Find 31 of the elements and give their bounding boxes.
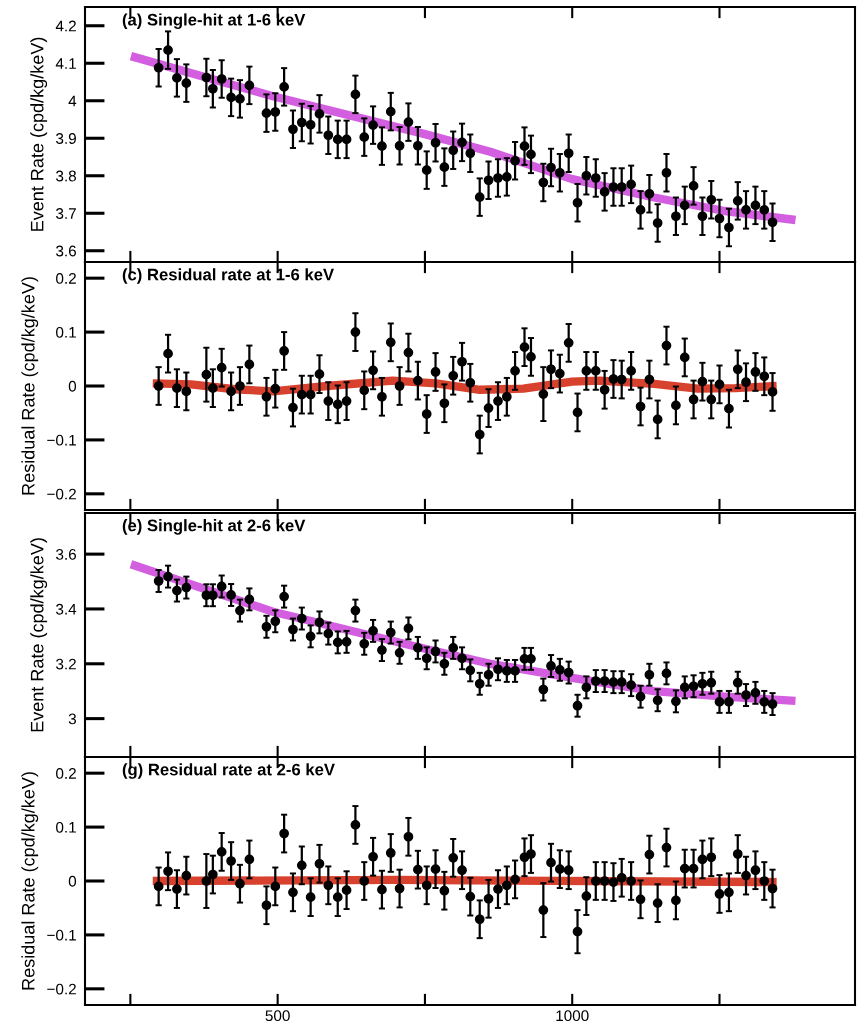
y-tick-label: 3.9 xyxy=(56,133,76,144)
y-tick-label: 4.1 xyxy=(55,58,76,69)
y-tick-label: 0.2 xyxy=(56,273,76,284)
y-tick-label: 3.8 xyxy=(56,170,76,182)
y-axis-title: Residual Rate (cpd/kg/keV) xyxy=(21,772,39,990)
chart-title: (a) Single-hit at 1-6 keV xyxy=(122,13,306,29)
y-tick-label: 0 xyxy=(68,380,77,392)
y-tick-label: −0.2 xyxy=(47,983,76,995)
y-tick-label: 3.6 xyxy=(56,245,76,257)
y-tick-label: 3.6 xyxy=(56,548,76,560)
y-tick-label: −0.1 xyxy=(47,434,76,446)
y-axis-title: Event Rate (cpd/kg/keV) xyxy=(30,538,48,732)
x-tick-label: 1000 xyxy=(556,1010,589,1022)
x-tick-label: 500 xyxy=(265,1010,290,1022)
y-tick-label: 3 xyxy=(68,713,76,725)
y-tick-label: −0.2 xyxy=(47,488,76,500)
y-tick-label: 3.2 xyxy=(56,658,76,670)
chart-title: (c) Residual rate at 1-6 keV xyxy=(122,268,334,284)
y-axis-title: Event Rate (cpd/kg/keV) xyxy=(30,37,48,231)
chart-title: (e) Single-hit at 2-6 keV xyxy=(122,519,306,535)
y-tick-label: 0 xyxy=(68,875,77,887)
y-tick-label: 3.7 xyxy=(56,208,76,219)
y-tick-label: −0.1 xyxy=(47,929,76,941)
y-axis-title: Residual Rate (cpd/kg/keV) xyxy=(21,277,39,495)
y-tick-label: 0.1 xyxy=(56,821,76,833)
y-tick-label: 0.1 xyxy=(56,326,76,338)
y-tick-label: 3.4 xyxy=(56,603,77,615)
y-tick-label: 0.2 xyxy=(56,768,76,779)
chart-title: (g) Residual rate at 2-6 keV xyxy=(122,763,335,779)
y-tick-label: 4 xyxy=(68,95,77,107)
y-tick-label: 4.2 xyxy=(55,20,76,32)
